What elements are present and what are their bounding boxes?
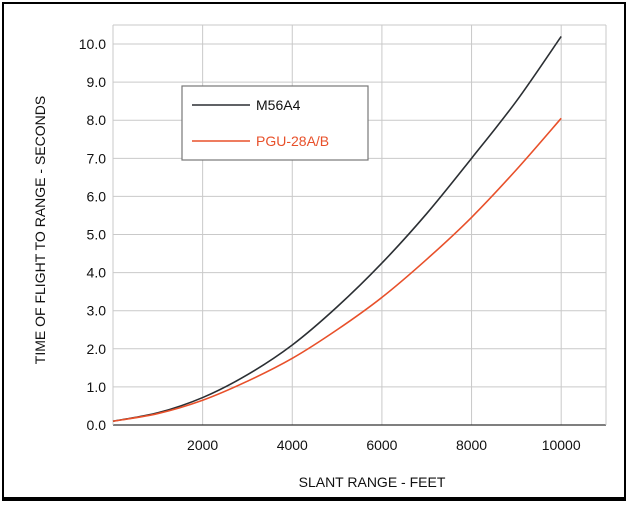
- y-tick-label: 7.0: [87, 150, 107, 166]
- legend-label-pgu-28a-b: PGU-28A/B: [256, 133, 329, 149]
- y-tick-label: 8.0: [87, 112, 107, 128]
- y-tick-label: 5.0: [87, 227, 107, 243]
- legend-box: [181, 85, 369, 161]
- series-line-pgu-28a-b: [112, 117, 562, 422]
- x-tick-label: 10000: [542, 437, 581, 453]
- y-tick-label: 2.0: [87, 341, 107, 357]
- y-tick-label: 3.0: [87, 303, 107, 319]
- legend: M56A4 PGU-28A/B: [181, 85, 369, 161]
- legend-label-m56a4: M56A4: [256, 97, 301, 113]
- grid-lines: [113, 25, 606, 425]
- y-tick-label: 6.0: [87, 188, 107, 204]
- y-tick-label: 1.0: [87, 379, 107, 395]
- y-tick-label: 0.0: [87, 417, 107, 433]
- x-tick-label: 4000: [277, 437, 308, 453]
- x-tick-label: 6000: [366, 437, 397, 453]
- series-line-m56a4: [112, 35, 562, 422]
- y-tick-label: 9.0: [87, 74, 107, 90]
- y-tick-label: 10.0: [79, 36, 106, 52]
- tick-labels: 2000 4000 6000 8000 10000 0.0 1.0 2.0 3.0 4.0 5.0 6…: [79, 36, 581, 453]
- x-tick-label: 8000: [456, 437, 487, 453]
- y-axis-title: TIME OF FLIGHT TO RANGE - SECONDS: [32, 96, 48, 364]
- x-axis-title: SLANT RANGE - FEET: [299, 474, 446, 490]
- chart-frame: [2, 2, 626, 501]
- x-tick-label: 2000: [187, 437, 218, 453]
- series-lines: [112, 35, 562, 422]
- axes: [112, 24, 607, 426]
- y-tick-label: 4.0: [87, 265, 107, 281]
